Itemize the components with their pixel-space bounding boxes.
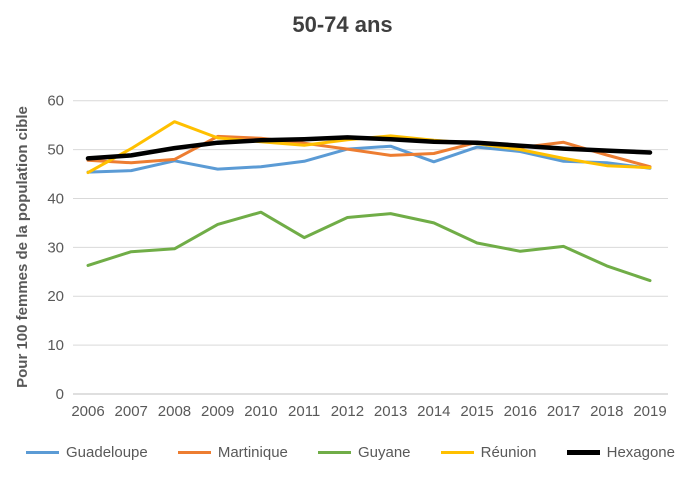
x-tick-label: 2009 [201, 403, 234, 420]
legend-item-guyane: Guyane [317, 444, 411, 461]
y-tick-label: 10 [47, 337, 64, 354]
series-line-martinique [86, 134, 652, 169]
x-tick-label: 2018 [590, 403, 623, 420]
legend: Guadeloupe Martinique Guyane Réunion Hexagon… [26, 444, 675, 461]
legend-label: Guadeloupe [66, 444, 148, 461]
x-tick-label: 2011 [288, 403, 320, 420]
y-tick-label: 30 [47, 239, 64, 256]
legend-line-swatch [26, 451, 59, 454]
x-tick-label: 2015 [460, 403, 493, 420]
series-line-guyane [86, 210, 652, 283]
legend-item-martinique: Martinique [177, 444, 288, 461]
series-line-hexagone [85, 135, 653, 161]
series-line-guadeloupe [86, 144, 652, 174]
legend-line-swatch [566, 450, 600, 455]
x-tick-label: 2017 [547, 403, 580, 420]
legend-label: Martinique [217, 444, 288, 461]
legend-label: Hexagone [606, 444, 675, 461]
x-tick-label: 2008 [158, 403, 191, 420]
y-tick-label: 60 [47, 93, 64, 110]
legend-item-r-union: Réunion [440, 444, 537, 461]
x-tick-label: 2010 [244, 403, 277, 420]
x-tick-label: 2012 [331, 403, 364, 420]
legend-line-swatch [440, 451, 474, 454]
legend-label: Réunion [480, 444, 537, 461]
y-tick-label: 50 [47, 142, 64, 159]
x-tick-label: 2016 [504, 403, 537, 420]
legend-line-swatch [177, 451, 211, 454]
x-tick-label: 2013 [374, 403, 407, 420]
y-tick-label: 0 [56, 386, 64, 403]
x-tick-label: 2014 [417, 403, 450, 420]
x-tick-label: 2006 [71, 403, 104, 420]
legend-item-guadeloupe: Guadeloupe [26, 444, 148, 461]
chart-title: 50-74 ans [292, 12, 393, 37]
y-tick-label: 40 [47, 190, 64, 207]
x-tick-label: 2019 [633, 403, 666, 420]
y-tick-label: 20 [47, 288, 64, 305]
legend-label: Guyane [357, 444, 411, 461]
legend-item-hexagone: Hexagone [566, 444, 675, 461]
legend-line-swatch [317, 451, 351, 454]
x-tick-label: 2007 [115, 403, 148, 420]
